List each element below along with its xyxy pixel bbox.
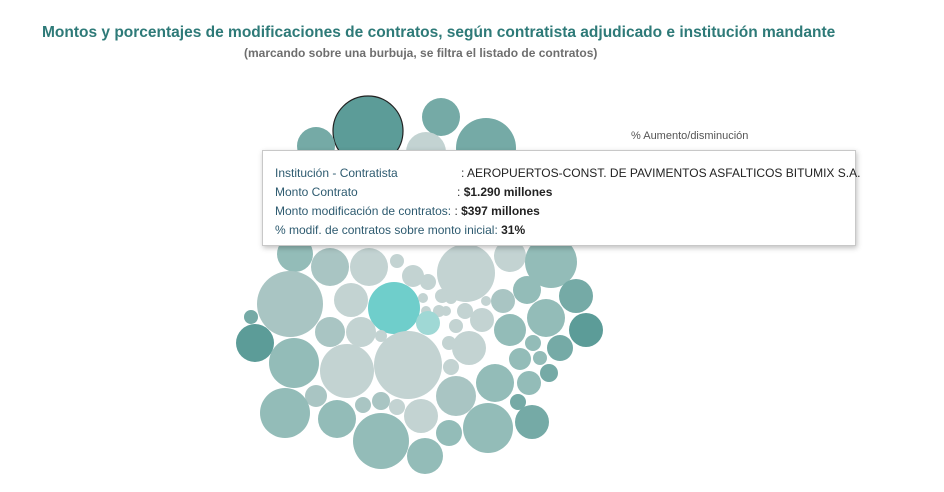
bubble[interactable] [494, 240, 526, 272]
bubble[interactable] [355, 397, 371, 413]
bubble[interactable] [318, 400, 356, 438]
bubble[interactable] [305, 385, 327, 407]
tooltip-row-monto: Monto Contrato: $1.290 millones [275, 183, 843, 202]
bubble[interactable] [368, 282, 420, 334]
bubble[interactable] [422, 98, 460, 136]
tooltip-value-modificacion: $397 millones [461, 204, 540, 218]
bubble[interactable] [315, 317, 345, 347]
bubble[interactable] [416, 311, 440, 335]
bubble[interactable] [375, 330, 387, 342]
bubble[interactable] [481, 296, 491, 306]
tooltip-row-institucion: Institución - Contratista: AEROPUERTOS-C… [275, 164, 860, 183]
bubble[interactable] [533, 351, 547, 365]
bubble[interactable] [418, 293, 428, 303]
bubble[interactable] [334, 283, 368, 317]
bubble[interactable] [513, 276, 541, 304]
tooltip-label-monto: Monto Contrato [275, 185, 358, 199]
bubble[interactable] [353, 413, 409, 469]
tooltip-row-modificacion: Monto modificación de contratos: : $397 … [275, 202, 843, 221]
bubble[interactable] [494, 314, 526, 346]
bubble[interactable] [436, 376, 476, 416]
bubble[interactable] [445, 292, 457, 304]
bubble[interactable] [476, 364, 514, 402]
bubble[interactable] [540, 364, 558, 382]
bubble[interactable] [420, 274, 436, 290]
bubble[interactable] [452, 331, 486, 365]
tooltip-value-institucion: AEROPUERTOS-CONST. DE PAVIMENTOS ASFALTI… [467, 166, 861, 180]
bubble[interactable] [257, 271, 323, 337]
bubble[interactable] [515, 405, 549, 439]
bubble[interactable] [402, 265, 424, 287]
chart-title: Montos y porcentajes de modificaciones d… [42, 24, 836, 41]
tooltip-value-monto: $1.290 millones [463, 185, 553, 199]
bubble[interactable] [437, 244, 495, 302]
bubble[interactable] [436, 420, 462, 446]
tooltip-sep-institucion: : [461, 166, 465, 180]
bubble[interactable] [441, 306, 451, 316]
bubble[interactable] [404, 399, 438, 433]
bubble[interactable] [470, 308, 494, 332]
bubble-tooltip: Institución - Contratista: AEROPUERTOS-C… [262, 150, 860, 246]
bubble[interactable] [407, 438, 443, 474]
tooltip-value-porcentaje: 31% [501, 223, 526, 237]
tooltip-sep-monto: : [457, 185, 461, 199]
tooltip-label-modificacion: Monto modificación de contratos: [275, 204, 452, 218]
bubble[interactable] [372, 392, 390, 410]
bubble[interactable] [569, 313, 603, 347]
bubble[interactable] [449, 319, 463, 333]
legend-title: % Aumento/disminución [631, 130, 749, 142]
bubble[interactable] [390, 254, 404, 268]
tooltip-sep-modificacion: : [454, 204, 458, 218]
bubble[interactable] [517, 371, 541, 395]
bubble[interactable] [260, 388, 310, 438]
bubble[interactable] [457, 303, 473, 319]
bubble[interactable] [559, 279, 593, 313]
bubble[interactable] [389, 399, 405, 415]
bubble[interactable] [525, 335, 541, 351]
bubble[interactable] [547, 335, 573, 361]
bubble[interactable] [510, 394, 526, 410]
bubble[interactable] [320, 344, 374, 398]
bubble[interactable] [491, 289, 515, 313]
bubble[interactable] [525, 236, 577, 288]
tooltip-label-porcentaje: % modif. de contratos sobre monto inicia… [275, 223, 498, 237]
bubble[interactable] [374, 331, 442, 399]
bubble[interactable] [509, 348, 531, 370]
bubble[interactable] [463, 403, 513, 453]
bubble[interactable] [527, 299, 565, 337]
tooltip-row-porcentaje: % modif. de contratos sobre monto inicia… [275, 221, 843, 240]
bubble[interactable] [346, 317, 376, 347]
bubble[interactable] [244, 310, 258, 324]
bubble[interactable] [443, 359, 459, 375]
bubble[interactable] [236, 324, 274, 362]
tooltip-label-institucion: Institución - Contratista [275, 166, 398, 180]
bubble[interactable] [311, 248, 349, 286]
bubble[interactable] [269, 338, 319, 388]
bubble[interactable] [350, 248, 388, 286]
chart-subtitle: (marcando sobre una burbuja, se filtra e… [244, 46, 598, 60]
